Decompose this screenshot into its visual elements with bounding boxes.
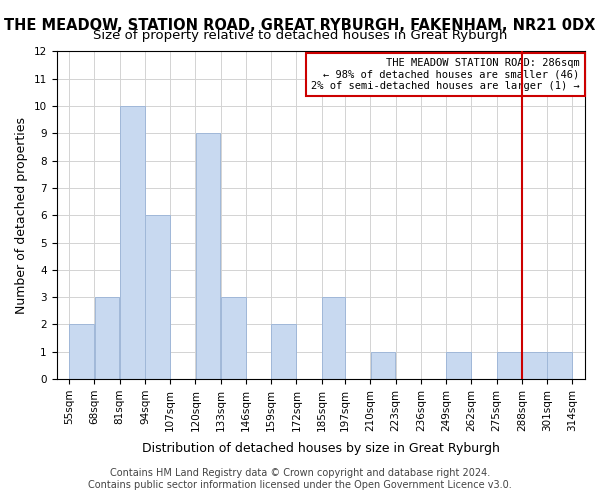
X-axis label: Distribution of detached houses by size in Great Ryburgh: Distribution of detached houses by size … [142, 442, 500, 455]
Y-axis label: Number of detached properties: Number of detached properties [15, 117, 28, 314]
Bar [371, 352, 395, 379]
Bar [70, 324, 94, 379]
Text: Contains HM Land Registry data © Crown copyright and database right 2024.
Contai: Contains HM Land Registry data © Crown c… [88, 468, 512, 490]
Text: Size of property relative to detached houses in Great Ryburgh: Size of property relative to detached ho… [93, 29, 507, 42]
Text: THE MEADOW STATION ROAD: 286sqm
← 98% of detached houses are smaller (46)
2% of : THE MEADOW STATION ROAD: 286sqm ← 98% of… [311, 58, 580, 92]
Bar [446, 352, 471, 379]
Bar [497, 352, 521, 379]
Bar [95, 297, 119, 379]
Bar [120, 106, 145, 379]
Bar [522, 352, 547, 379]
Bar [322, 297, 345, 379]
Bar [547, 352, 572, 379]
Bar [221, 297, 246, 379]
Bar [196, 134, 220, 379]
Text: THE MEADOW, STATION ROAD, GREAT RYBURGH, FAKENHAM, NR21 0DX: THE MEADOW, STATION ROAD, GREAT RYBURGH,… [4, 18, 596, 32]
Bar [271, 324, 296, 379]
Bar [145, 216, 170, 379]
